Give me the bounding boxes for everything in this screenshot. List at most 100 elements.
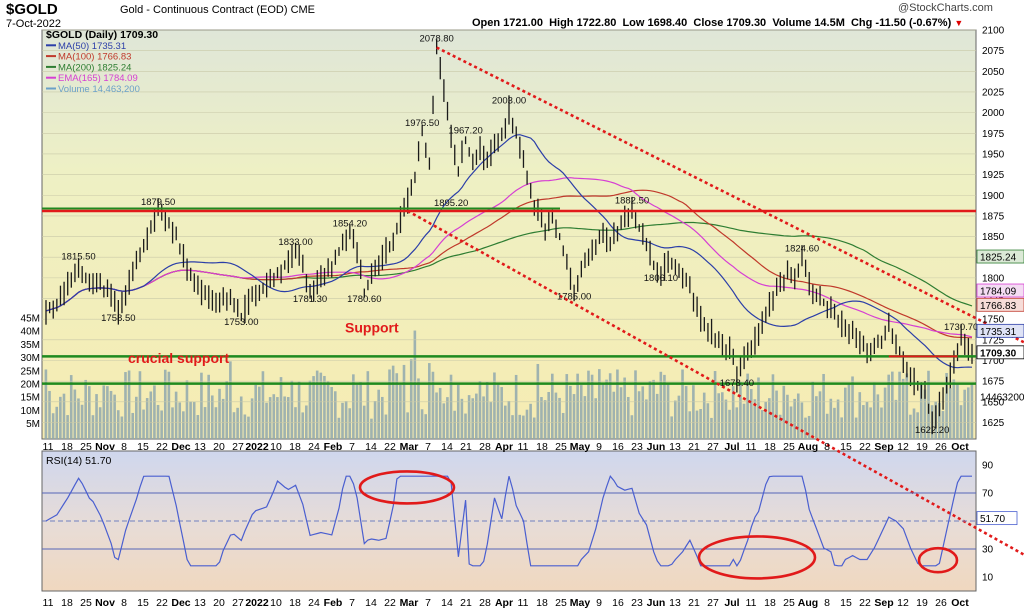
volume-bar bbox=[131, 412, 135, 439]
volume-bar bbox=[717, 393, 720, 439]
volume-bar bbox=[626, 396, 630, 439]
x-tick-label: 22 bbox=[384, 441, 396, 453]
volume-bar bbox=[341, 402, 344, 439]
x-tick-label: 18 bbox=[536, 441, 548, 453]
volume-bar bbox=[670, 416, 673, 439]
volume-bar bbox=[970, 383, 974, 439]
volume-bar bbox=[218, 388, 221, 439]
volume-bar bbox=[616, 369, 619, 439]
support-label: Support bbox=[345, 319, 399, 335]
volume-bar bbox=[135, 396, 138, 439]
volume-bar bbox=[326, 381, 330, 439]
volume-bar bbox=[923, 389, 927, 439]
volume-bar bbox=[728, 409, 731, 439]
price-annotation: 1882.50 bbox=[615, 196, 649, 207]
volume-bar bbox=[775, 390, 778, 439]
volume-bar bbox=[872, 382, 876, 439]
volume-bar bbox=[739, 382, 742, 439]
right-value-labels: 1825.24 1784.09 1766.83 1735.31 1709.30 14463… bbox=[976, 249, 1024, 404]
volume-bar bbox=[514, 374, 518, 439]
volume-bar bbox=[623, 377, 626, 439]
volume-bar bbox=[163, 369, 167, 439]
volume-bar bbox=[185, 380, 189, 439]
x-tick-label: 25 bbox=[783, 441, 795, 453]
x-tick-label: Sep bbox=[874, 597, 893, 609]
x-tick-label: 26 bbox=[935, 441, 947, 453]
volume-bar bbox=[804, 417, 807, 439]
volume-bar bbox=[507, 401, 511, 439]
volume-bar bbox=[493, 372, 496, 439]
volume-bar bbox=[815, 396, 818, 439]
stockcharts-credit: @StockCharts.com bbox=[898, 2, 993, 14]
x-tick-label: 22 bbox=[156, 441, 168, 453]
volume-bar bbox=[862, 405, 865, 439]
right-value-label: 1709.30 bbox=[980, 348, 1017, 359]
volume-bar bbox=[724, 399, 728, 439]
volume-bar bbox=[851, 376, 854, 439]
price-tick-label: 1850 bbox=[982, 232, 1005, 243]
x-tick-label: 9 bbox=[596, 597, 602, 609]
volume-bar bbox=[109, 390, 113, 439]
volume-bar bbox=[406, 412, 409, 439]
volume-bar bbox=[898, 371, 901, 439]
rsi-grid: RSI(14) 51.70 bbox=[42, 455, 976, 550]
x-tick-label: 25 bbox=[783, 597, 795, 609]
volume-bar bbox=[746, 373, 749, 439]
volume-bar bbox=[294, 407, 297, 439]
volume-bar bbox=[149, 391, 153, 439]
volume-bar bbox=[865, 401, 869, 439]
x-tick-label: 11 bbox=[746, 597, 757, 609]
x-tick-label: Jul bbox=[724, 441, 739, 453]
volume-bar bbox=[876, 394, 880, 439]
volume-bar bbox=[887, 374, 891, 439]
x-tick-label: 22 bbox=[156, 597, 168, 609]
volume-bar bbox=[536, 363, 540, 439]
volume-bar bbox=[84, 379, 87, 439]
volume-bar bbox=[373, 401, 377, 439]
volume-bar bbox=[182, 411, 185, 439]
volume-bar bbox=[811, 381, 815, 439]
chart-date: 7-Oct-2022 bbox=[6, 18, 62, 30]
volume-bar bbox=[891, 371, 894, 439]
volume-bar bbox=[59, 396, 62, 439]
change-value: Chg -11.50 (-0.67%) bbox=[850, 17, 952, 29]
volume-bar bbox=[909, 414, 912, 439]
price-tick-label: 2000 bbox=[982, 108, 1005, 119]
volume-bar bbox=[829, 398, 833, 439]
volume-bar bbox=[272, 394, 276, 439]
volume-bar bbox=[482, 396, 485, 439]
close-value: Close 1709.30 bbox=[693, 17, 767, 29]
right-value-label: 14463200 bbox=[980, 393, 1024, 404]
oversold-circle bbox=[697, 535, 817, 580]
volume-bar bbox=[207, 374, 210, 439]
x-tick-label: 8 bbox=[824, 597, 830, 609]
volume-bar bbox=[388, 369, 391, 439]
price-annotation: 1967.20 bbox=[448, 125, 482, 136]
volume-bar bbox=[641, 386, 645, 439]
volume-bar bbox=[485, 382, 489, 439]
x-tick-label: Sep bbox=[874, 441, 893, 453]
price-annotation: 2003.00 bbox=[492, 96, 526, 107]
volume-bar bbox=[380, 396, 384, 439]
volume-bar bbox=[95, 394, 98, 439]
volume-bar bbox=[518, 414, 522, 439]
x-tick-label: 15 bbox=[137, 597, 149, 609]
price-annotation: 1976.50 bbox=[405, 118, 439, 129]
rsi-tick-label: 70 bbox=[982, 489, 994, 500]
open-value: Open 1721.00 bbox=[472, 17, 543, 29]
price-panel-bg bbox=[41, 29, 977, 440]
x-tick-label: 11 bbox=[518, 441, 529, 453]
volume-bar bbox=[352, 374, 355, 439]
volume-bar bbox=[869, 407, 872, 439]
x-tick-label: Feb bbox=[324, 441, 343, 453]
x-tick-label: Feb bbox=[324, 597, 343, 609]
volume-bar bbox=[822, 373, 825, 439]
volume-bar bbox=[453, 410, 456, 439]
price-tick-label: 1750 bbox=[982, 315, 1005, 326]
x-tick-label: 18 bbox=[61, 597, 73, 609]
volume-bar bbox=[753, 399, 757, 439]
volume-bar bbox=[319, 372, 323, 439]
volume-bar bbox=[565, 374, 569, 439]
right-value-label: 1735.31 bbox=[980, 327, 1017, 338]
volume-bar bbox=[760, 410, 764, 439]
